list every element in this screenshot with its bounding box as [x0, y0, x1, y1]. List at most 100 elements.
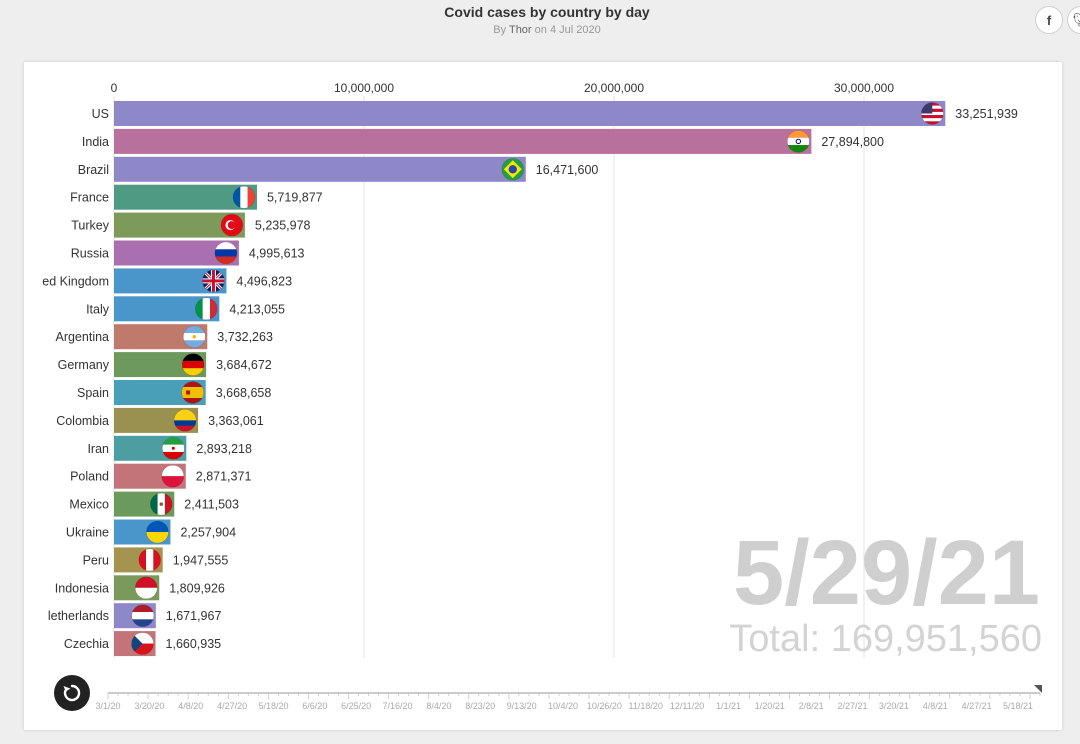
facebook-share-button[interactable]: f — [1035, 6, 1063, 34]
flag-id-icon — [134, 576, 158, 600]
timeline-label: 1/1/21 — [716, 701, 741, 711]
value-label: 1,809,926 — [169, 581, 225, 595]
timeline-label: 10/26/20 — [587, 701, 622, 711]
timeline-label: 7/16/20 — [383, 701, 413, 711]
value-label: 2,871,371 — [196, 470, 252, 484]
timeline-label: 10/4/20 — [548, 701, 578, 711]
flag-fr-icon — [232, 185, 256, 209]
current-date-label: 5/29/21 — [733, 522, 1040, 624]
timeline-label: 3/20/21 — [879, 701, 909, 711]
flag-gb-icon — [202, 269, 225, 293]
timeline-label: 8/4/20 — [426, 701, 451, 711]
timeline-label: 4/27/21 — [962, 701, 992, 711]
timeline-label: 1/20/21 — [755, 701, 785, 711]
country-label: Mexico — [69, 498, 109, 512]
value-label: 27,894,800 — [821, 135, 884, 149]
value-label: 4,995,613 — [249, 247, 305, 261]
flag-pe-icon — [138, 548, 161, 572]
value-label: 3,732,263 — [217, 330, 273, 344]
timeline-label: 3/20/20 — [134, 701, 164, 711]
flag-nl-icon — [131, 604, 155, 628]
flag-tr-icon — [220, 213, 244, 237]
timeline-label: 6/6/20 — [302, 701, 327, 711]
author-name[interactable]: Thor — [508, 24, 532, 36]
value-label: 2,893,218 — [196, 442, 252, 456]
country-label: Russia — [71, 247, 109, 261]
replay-icon — [63, 684, 81, 702]
flag-es-icon — [181, 381, 205, 404]
value-label: 2,411,503 — [184, 498, 239, 512]
country-label: Ukraine — [66, 526, 109, 540]
country-labels: US India Brazil France Turkey Russia ed Kingdo… — [42, 107, 109, 651]
timeline-label: 5/18/20 — [258, 701, 288, 711]
country-label: ed Kingdom — [42, 274, 109, 288]
flag-co-icon — [173, 409, 197, 432]
byline-prefix: By — [493, 24, 507, 36]
country-label: Peru — [83, 553, 109, 567]
flag-pl-icon — [161, 464, 185, 488]
country-label: US — [92, 107, 109, 121]
flag-cz-icon — [131, 632, 154, 655]
country-label: Turkey — [71, 219, 109, 233]
timeline-label: 2/8/21 — [799, 701, 824, 711]
x-tick-label: 20,000,000 — [584, 81, 644, 95]
value-label: 33,251,939 — [955, 107, 1018, 121]
timeline-label: 4/27/20 — [217, 701, 247, 711]
country-label: Italy — [86, 302, 110, 316]
value-label: 4,496,823 — [236, 274, 292, 288]
timeline-handle[interactable] — [1034, 685, 1042, 693]
timeline-label: 5/18/21 — [1003, 701, 1033, 711]
facebook-icon: f — [1046, 12, 1052, 28]
value-label: 2,257,904 — [180, 526, 236, 540]
chart-title: Covid cases by country by day — [444, 4, 650, 20]
flag-mx-icon — [149, 492, 173, 516]
country-label: Indonesia — [55, 581, 109, 595]
country-label: Colombia — [56, 414, 109, 428]
flag-in-icon — [787, 130, 810, 153]
timeline-label: 11/18/20 — [629, 701, 663, 711]
bar — [114, 101, 946, 126]
value-label: 16,471,600 — [536, 163, 599, 177]
value-label: 1,660,935 — [166, 637, 222, 651]
twitter-icon: 🐦︎ — [1073, 12, 1080, 28]
timeline-label: 6/25/20 — [341, 701, 371, 711]
x-tick-label: 30,000,000 — [834, 81, 894, 95]
byline-date: on 4 Jul 2020 — [534, 24, 601, 36]
timeline-label: 3/1/20 — [95, 701, 120, 711]
flag-ru-icon — [214, 241, 238, 265]
total-label: Total: 169,951,560 — [729, 618, 1042, 660]
value-label: 3,363,061 — [208, 414, 264, 428]
value-label: 1,947,555 — [173, 553, 229, 567]
flag-it-icon — [195, 297, 218, 321]
flag-de-icon — [181, 353, 205, 376]
timeline-label: 2/27/21 — [838, 701, 868, 711]
country-label: Poland — [70, 470, 109, 484]
value-label: 3,668,658 — [216, 386, 272, 400]
country-label: Czechia — [64, 637, 109, 651]
byline: By Thor on 4 Jul 2020 — [0, 24, 1080, 36]
timeline-label: 12/11/20 — [670, 701, 704, 711]
country-label: Germany — [58, 358, 110, 372]
replay-button[interactable] — [54, 675, 90, 711]
country-label: Spain — [77, 386, 109, 400]
country-label: France — [70, 191, 109, 205]
country-label: Iran — [87, 442, 109, 456]
timeline-label: 9/13/20 — [507, 701, 537, 711]
country-label: Argentina — [55, 330, 109, 344]
flag-ir-icon — [162, 436, 185, 460]
country-label: Brazil — [78, 163, 109, 177]
bar — [114, 156, 526, 182]
value-label: 3,684,672 — [216, 358, 272, 372]
x-tick-label: 10,000,000 — [334, 81, 394, 95]
country-label: India — [82, 135, 109, 149]
timeline-label: 4/8/21 — [923, 701, 948, 711]
value-label: 1,671,967 — [166, 609, 222, 623]
x-tick-label: 0 — [111, 81, 118, 95]
flag-ua-icon — [146, 520, 169, 544]
timeline-label: 8/23/20 — [465, 701, 495, 711]
flag-ar-icon — [183, 325, 206, 349]
flag-us-icon — [920, 102, 944, 125]
value-label: 5,719,877 — [267, 191, 323, 205]
country-label: letherlands — [48, 609, 109, 623]
